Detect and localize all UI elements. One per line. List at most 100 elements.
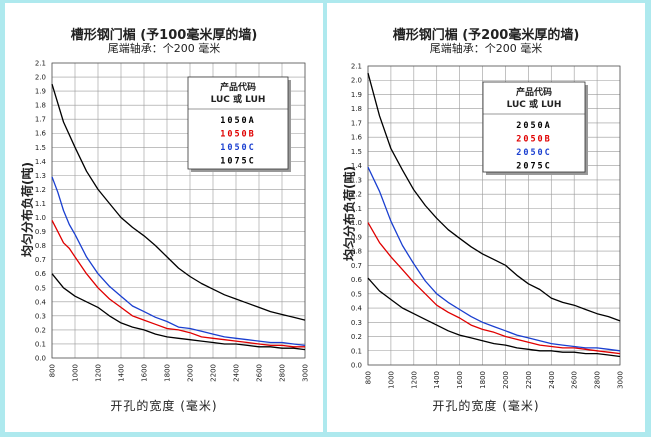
x-tick-label: 2000 bbox=[502, 371, 510, 389]
y-tick-label: 1.2 bbox=[351, 191, 362, 199]
chart-subtitle: 尾端轴承：个200 毫米 bbox=[107, 42, 221, 55]
legend-entry-1075C: 1075C bbox=[220, 157, 256, 167]
x-tick-label: 800 bbox=[365, 371, 373, 384]
chart-subtitle: 尾端轴承：个200 毫米 bbox=[429, 42, 543, 55]
chart-title: 槽形钢门楣 (予100毫米厚的墙) bbox=[70, 28, 258, 43]
y-tick-label: 1.9 bbox=[35, 88, 46, 96]
y-tick-label: 1.8 bbox=[351, 105, 362, 113]
x-tick-label: 3000 bbox=[302, 364, 310, 382]
x-tick-label: 2600 bbox=[571, 371, 579, 389]
chart-title: 槽形钢门楣 (予200毫米厚的墙) bbox=[392, 28, 580, 43]
y-tick-label: 0.6 bbox=[351, 276, 363, 284]
x-tick-label: 2400 bbox=[548, 371, 556, 389]
y-tick-label: 0.8 bbox=[351, 248, 362, 256]
plot-frame bbox=[367, 65, 621, 366]
y-tick-label: 0.9 bbox=[351, 233, 362, 241]
y-tick-label: 0.7 bbox=[35, 256, 46, 264]
x-tick-label: 800 bbox=[49, 364, 57, 377]
line-chart-100mm: 0.0 0.1 0.2 0.3 0.4 0.5 0.6 0.7 0.8 0.9 1.0 1.1 1.2 1… bbox=[35, 60, 310, 382]
x-axis-label: 开孔的宽度 (毫米) bbox=[432, 399, 540, 413]
y-tick-label: 1.1 bbox=[35, 200, 46, 208]
y-tick-label: 0.5 bbox=[35, 284, 46, 292]
y-tick-label: 1.4 bbox=[35, 158, 47, 166]
x-tick-label: 2800 bbox=[279, 364, 287, 382]
x-tick-label: 1600 bbox=[141, 364, 149, 382]
x-tick-label: 1400 bbox=[433, 371, 441, 389]
legend-title: 产品代码 bbox=[220, 81, 256, 93]
y-tick-label: 1.4 bbox=[351, 162, 363, 170]
chart-panel-100mm: 槽形钢门楣 (予100毫米厚的墙) 尾端轴承：个200 毫米 均匀分布负荷(吨)… bbox=[5, 3, 323, 432]
x-tick-label: 1200 bbox=[95, 364, 103, 382]
x-tick-label: 1600 bbox=[456, 371, 464, 389]
y-tick-label: 0.3 bbox=[351, 319, 362, 327]
y-tick-label: 1.3 bbox=[35, 172, 46, 180]
legend-entry-1050C: 1050C bbox=[220, 143, 256, 153]
y-tick-label: 0.0 bbox=[35, 355, 46, 363]
legend-title: 产品代码 bbox=[516, 86, 552, 98]
y-tick-label: 1.8 bbox=[35, 102, 46, 110]
y-tick-label: 1.0 bbox=[35, 214, 46, 222]
y-tick-label: 0.4 bbox=[35, 298, 47, 306]
plot-frame bbox=[51, 62, 306, 359]
x-tick-label: 2200 bbox=[525, 371, 533, 389]
y-tick-label: 0.4 bbox=[351, 305, 363, 313]
x-tick-label: 2600 bbox=[256, 364, 264, 382]
y-tick-label: 0.2 bbox=[351, 333, 362, 341]
legend-title: LUC 或 LUH bbox=[211, 93, 266, 105]
y-tick-label: 2.1 bbox=[351, 63, 362, 71]
y-tick-label: 0.9 bbox=[35, 228, 46, 236]
x-tick-label: 2200 bbox=[210, 364, 218, 382]
legend-box bbox=[187, 76, 289, 170]
x-tick-label: 2000 bbox=[187, 364, 195, 382]
y-tick-label: 1.5 bbox=[35, 144, 46, 152]
y-tick-label: 1.3 bbox=[351, 176, 362, 184]
y-tick-label: 2.0 bbox=[35, 74, 46, 82]
legend-entry-2050A: 2050A bbox=[516, 121, 552, 131]
legend-box bbox=[482, 81, 586, 173]
series-line-2050B bbox=[367, 222, 621, 355]
y-tick-label: 0.1 bbox=[35, 340, 46, 348]
y-tick-label: 0.7 bbox=[351, 262, 362, 270]
y-tick-label: 1.0 bbox=[351, 219, 362, 227]
series-line-2050A bbox=[367, 72, 621, 322]
line-chart-200mm: 0.0 0.1 0.2 0.3 0.4 0.5 0.6 0.7 0.8 0.9 1.0 1.1 1.2 1… bbox=[351, 63, 625, 389]
legend-title: LUC 或 LUH bbox=[507, 98, 562, 110]
legend-entry-1050B: 1050B bbox=[220, 130, 256, 140]
y-tick-label: 0.2 bbox=[35, 326, 46, 334]
x-tick-label: 1000 bbox=[72, 364, 80, 382]
x-tick-label: 1400 bbox=[118, 364, 126, 382]
x-tick-label: 1800 bbox=[164, 364, 172, 382]
y-tick-label: 1.6 bbox=[351, 134, 363, 142]
x-tick-label: 3000 bbox=[617, 371, 625, 389]
legend-entry-2050C: 2050C bbox=[516, 148, 552, 158]
y-tick-label: 1.7 bbox=[351, 119, 362, 127]
y-tick-label: 0.8 bbox=[35, 242, 46, 250]
legend-entry-2050B: 2050B bbox=[516, 135, 552, 145]
y-tick-label: 0.5 bbox=[351, 290, 362, 298]
chart-panel-200mm: 槽形钢门楣 (予200毫米厚的墙) 尾端轴承：个200 毫米 均匀分布负荷(吨)… bbox=[327, 3, 645, 432]
series-line-1050C bbox=[51, 176, 306, 347]
y-tick-label: 1.6 bbox=[35, 130, 47, 138]
series-line-1050B bbox=[51, 220, 305, 348]
y-tick-label: 1.2 bbox=[35, 186, 46, 194]
series-line-2075C bbox=[367, 277, 621, 358]
series-line-1075C bbox=[51, 273, 306, 351]
x-axis-label: 开孔的宽度 (毫米) bbox=[110, 399, 218, 413]
series-line-1050A bbox=[51, 83, 306, 321]
x-tick-label: 2400 bbox=[233, 364, 241, 382]
y-tick-label: 1.9 bbox=[351, 91, 362, 99]
y-tick-label: 2.0 bbox=[351, 77, 362, 85]
x-tick-label: 1200 bbox=[410, 371, 418, 389]
y-tick-label: 1.1 bbox=[351, 205, 362, 213]
y-tick-label: 1.5 bbox=[351, 148, 362, 156]
series-line-2050C bbox=[367, 166, 621, 352]
legend-entry-1050A: 1050A bbox=[220, 116, 256, 126]
y-tick-label: 1.7 bbox=[35, 116, 46, 124]
y-tick-label: 2.1 bbox=[35, 60, 46, 68]
x-tick-label: 2800 bbox=[594, 371, 602, 389]
y-tick-label: 0.0 bbox=[351, 362, 362, 370]
legend-entry-2075C: 2075C bbox=[516, 162, 552, 172]
y-tick-label: 0.1 bbox=[351, 347, 362, 355]
